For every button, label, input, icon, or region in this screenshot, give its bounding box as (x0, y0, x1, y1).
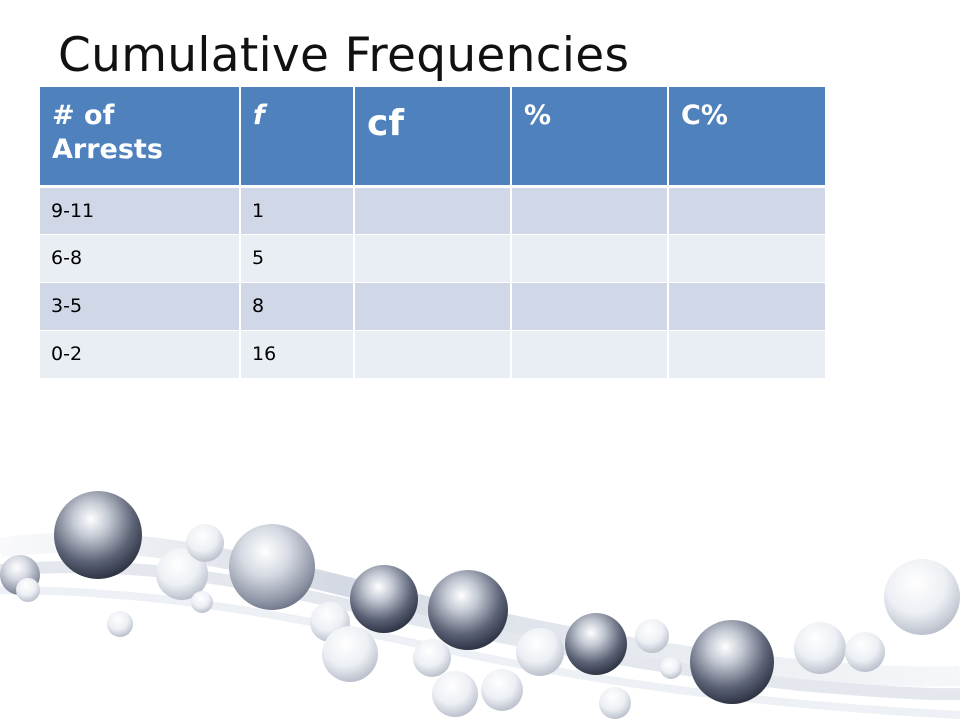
cell-percent (511, 186, 669, 235)
sphere-shape (660, 657, 682, 679)
sphere-shape (107, 611, 133, 637)
cell-cumulative-frequency (354, 234, 512, 283)
sphere-shape (413, 639, 451, 677)
sphere-shape (186, 524, 224, 562)
sphere-shape (322, 626, 378, 682)
sphere-shape (350, 565, 418, 633)
sphere-shape (481, 669, 523, 711)
table-row: 0-2 16 (40, 330, 825, 379)
cell-cumulative-frequency (354, 330, 512, 379)
header-cumulative-percent: C% (668, 87, 825, 188)
cell-frequency: 5 (240, 234, 355, 283)
header-cumulative-frequency: cf (354, 87, 512, 188)
sphere-shape (635, 619, 669, 653)
frequency-table: # of Arrests f cf % C% 9-11 1 6-8 5 (40, 87, 825, 379)
sphere-shape (156, 548, 208, 600)
cell-cumulative-percent (668, 330, 825, 379)
header-frequency: f (240, 87, 355, 188)
cell-arrests: 0-2 (40, 330, 241, 379)
sphere-shape (54, 491, 142, 579)
header-arrests: # of Arrests (40, 87, 241, 188)
sphere-shape (191, 591, 213, 613)
header-percent: % (511, 87, 669, 188)
slide-title: Cumulative Frequencies (58, 28, 630, 83)
cell-cumulative-percent (668, 282, 825, 331)
table-row: 6-8 5 (40, 234, 825, 283)
sphere-shape (229, 524, 315, 610)
sphere-shape (16, 578, 40, 602)
sphere-shape (565, 613, 627, 675)
sphere-shape (884, 559, 960, 635)
table-row: 9-11 1 (40, 186, 825, 235)
cell-arrests: 9-11 (40, 186, 241, 235)
cell-percent (511, 234, 669, 283)
sphere-shape (845, 632, 885, 672)
sphere-shape (432, 671, 478, 717)
cell-arrests: 3-5 (40, 282, 241, 331)
sphere-shape (690, 620, 774, 704)
table-row: 3-5 8 (40, 282, 825, 331)
cell-frequency: 16 (240, 330, 355, 379)
cell-cumulative-frequency (354, 282, 512, 331)
cell-percent (511, 330, 669, 379)
sphere-shape (599, 687, 631, 719)
cell-cumulative-frequency (354, 186, 512, 235)
cell-cumulative-percent (668, 234, 825, 283)
cell-percent (511, 282, 669, 331)
table-header-row: # of Arrests f cf % C% (40, 87, 825, 188)
spheres-wave-decoration (0, 491, 960, 719)
sphere-shape (428, 570, 508, 650)
cell-frequency: 8 (240, 282, 355, 331)
cell-arrests: 6-8 (40, 234, 241, 283)
cell-frequency: 1 (240, 186, 355, 235)
sphere-shape (794, 622, 846, 674)
sphere-shape (516, 628, 564, 676)
cell-cumulative-percent (668, 186, 825, 235)
